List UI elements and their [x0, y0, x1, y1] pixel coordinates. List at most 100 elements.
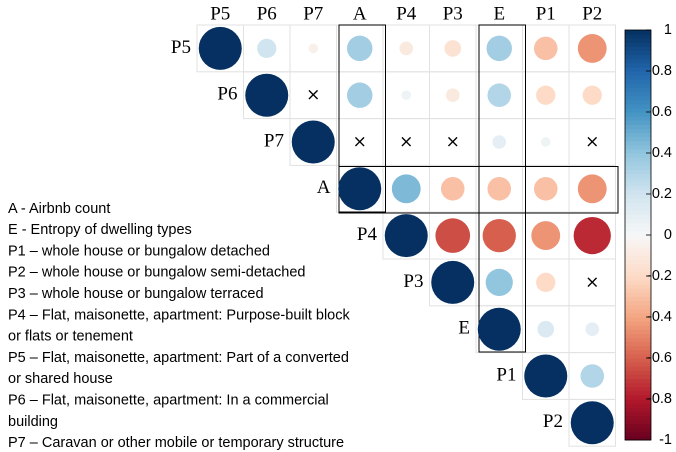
cell [196, 24, 244, 73]
colorbar-segment [625, 382, 651, 388]
colorbar-segment [625, 148, 651, 154]
row-label: P3 [403, 271, 423, 292]
row-label: P7 [264, 130, 284, 151]
colorbar-segment [625, 345, 651, 351]
colorbar-segment [625, 181, 651, 187]
colorbar-segment [625, 276, 651, 281]
correlation-circle [540, 137, 551, 147]
colorbar-segment [625, 259, 651, 265]
correlation-circle [401, 90, 412, 101]
colorbar-segment [625, 185, 651, 191]
colorbar-segment [625, 341, 651, 347]
colorbar-segment [625, 226, 651, 232]
colorbar-segment [625, 296, 651, 302]
colorbar-segment [625, 378, 651, 384]
colorbar-segment [625, 431, 651, 437]
colorbar-segment [625, 112, 651, 117]
correlation-circle [440, 177, 465, 201]
correlation-circle [573, 216, 611, 255]
colorbar-segment [625, 42, 651, 47]
colorbar-segment [625, 214, 651, 220]
correlation-circle [524, 354, 568, 398]
legend-line: P7 – Caravan or other mobile or temporar… [8, 435, 344, 451]
colorbar-segment [625, 161, 651, 166]
colorbar-segment [625, 399, 651, 404]
column-label: P2 [582, 3, 602, 24]
correlation-circle [444, 40, 462, 57]
colorbar-segment [625, 415, 651, 420]
colorbar-segment [625, 247, 651, 252]
colorbar-tick-label: -0.2 [647, 268, 672, 284]
colorbar-segment [625, 50, 651, 56]
colorbar-segment [625, 46, 651, 51]
colorbar-segment [625, 329, 651, 334]
colorbar-segment [625, 107, 651, 113]
colorbar-segment [625, 99, 651, 105]
correlation-circle [582, 85, 602, 105]
row-label: A [317, 177, 331, 198]
legend-line: A - Airbnb count [8, 201, 110, 217]
correlation-circle [536, 272, 556, 293]
colorbar-segment [625, 66, 651, 72]
legend-line: P6 – Flat, maisonette, apartment: In a c… [8, 393, 329, 409]
legend-line: or flats or tenement [8, 329, 133, 345]
colorbar-segment [625, 235, 651, 240]
correlation-circle [347, 82, 373, 108]
colorbar-segment [625, 34, 651, 39]
colorbar-segment [625, 317, 651, 322]
colorbar-segment [625, 75, 651, 80]
colorbar-segment [625, 120, 651, 125]
colorbar-segment [625, 230, 651, 236]
colorbar-segment [625, 206, 651, 211]
row-label: P5 [171, 37, 191, 58]
colorbar-segment [625, 403, 651, 408]
row-label: E [458, 318, 470, 339]
colorbar-segment [625, 308, 651, 314]
column-label: P4 [396, 3, 417, 24]
correlation-circle [384, 214, 428, 258]
correlation-circle [536, 85, 556, 105]
colorbar-segment [625, 390, 651, 396]
correlation-circle [485, 268, 513, 296]
colorbar-segment [625, 427, 651, 433]
colorbar-tick-label: 0 [664, 227, 672, 243]
correlation-circle [531, 221, 561, 251]
colorbar-segment [625, 353, 651, 359]
colorbar-segment [625, 267, 651, 273]
correlation-circle [570, 401, 614, 445]
insignificant-mark: × [353, 132, 367, 152]
colorbar-segment [625, 358, 651, 363]
colorbar-segment [625, 132, 651, 138]
colorbar-segment [625, 337, 651, 343]
colorbar-segment [625, 95, 651, 101]
colorbar-tick-label: 1 [664, 22, 672, 38]
colorbar-segment [625, 165, 651, 170]
highlight-box [478, 24, 526, 353]
colorbar-segment [625, 58, 651, 64]
column-label: A [353, 3, 367, 24]
colorbar-segment [625, 333, 651, 338]
correlation-circle [245, 73, 289, 117]
legend-line: E - Entropy of dwelling types [8, 222, 192, 238]
colorbar-segment [625, 103, 651, 109]
correlation-circle [580, 364, 605, 388]
insignificant-mark: × [585, 132, 599, 152]
correlation-circle [399, 41, 414, 56]
correlation-circle [338, 167, 382, 211]
colorbar-segment [625, 435, 651, 441]
colorbar-segment [625, 239, 651, 244]
colorbar-segment [625, 79, 651, 84]
colorbar-segment [625, 263, 651, 269]
correlation-circle [487, 177, 512, 201]
correlation-circle [445, 88, 460, 102]
colorbar-tick-label: -0.6 [647, 350, 672, 366]
column-label: P5 [210, 3, 230, 24]
colorbar-segment [625, 394, 651, 400]
correlation-circle [477, 307, 521, 351]
correlation-circle [257, 38, 277, 59]
colorbar-tick-label: -1 [659, 432, 672, 448]
colorbar-tick-label: -0.4 [647, 309, 672, 325]
colorbar-segment [625, 255, 651, 261]
correlation-circle [537, 320, 555, 338]
